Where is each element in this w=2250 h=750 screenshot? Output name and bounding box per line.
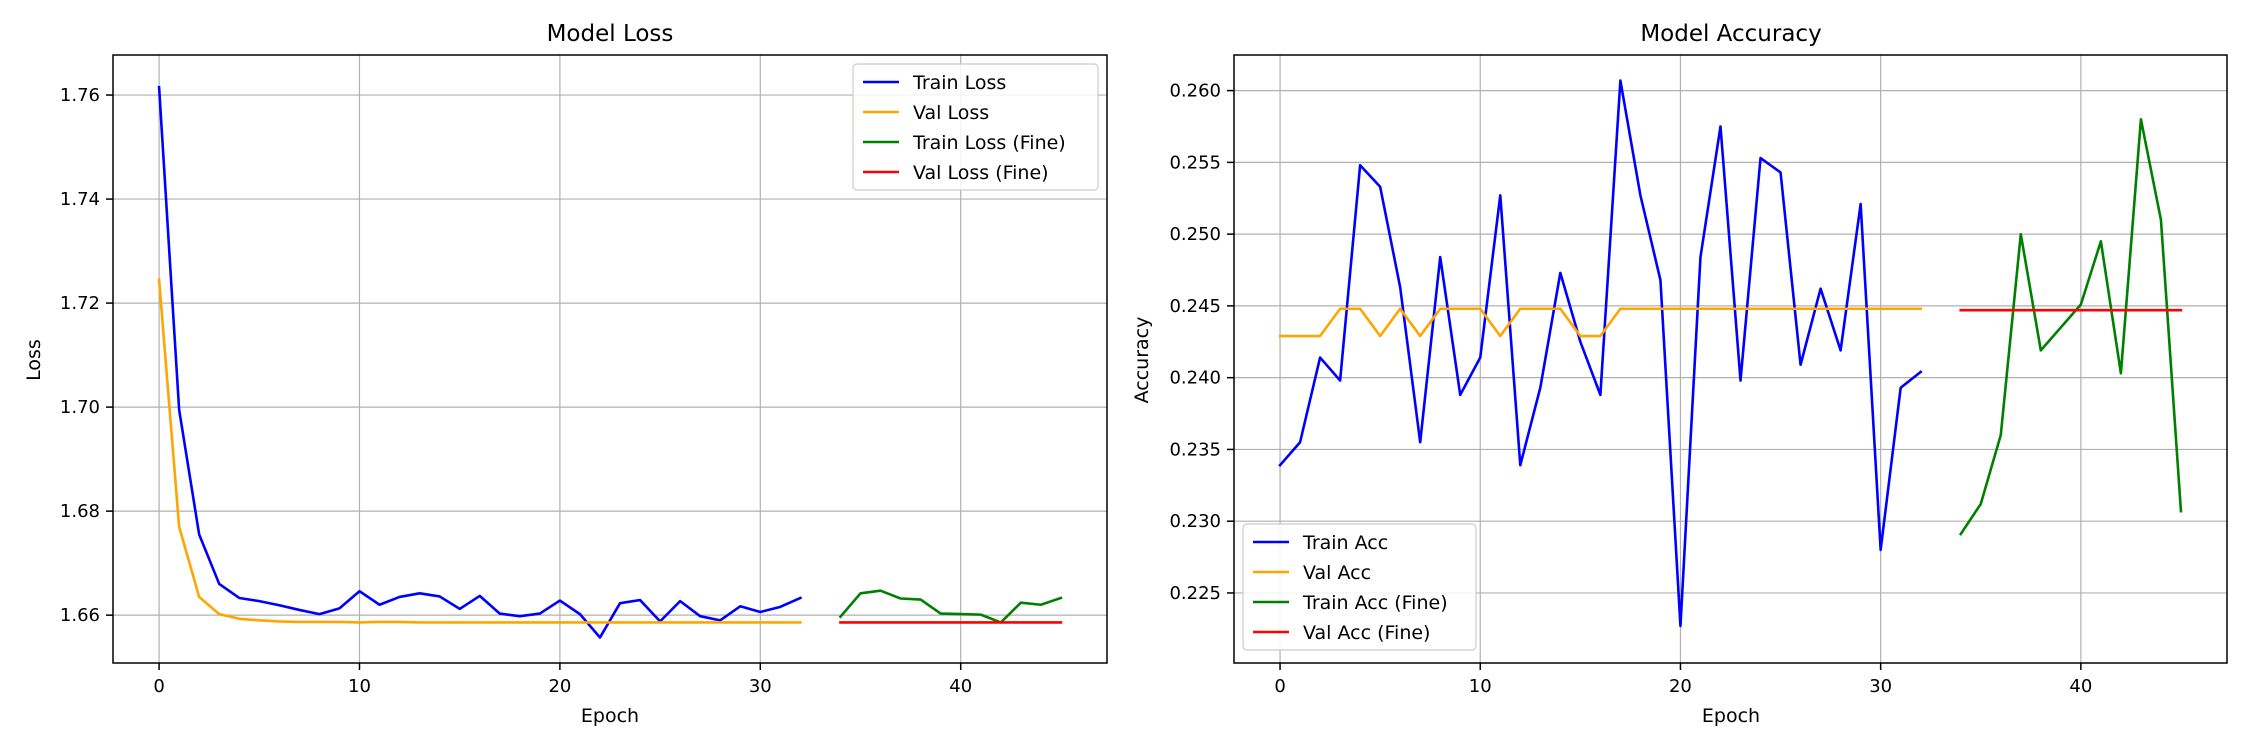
accuracy-y-tick-label-6: 0.255: [1169, 152, 1221, 173]
loss-series-line-2: [838, 589, 1063, 624]
accuracy-legend-label-1: Val Acc: [1303, 562, 1371, 584]
loss-axes-frame: [112, 54, 1108, 664]
loss-grid: [113, 55, 1107, 663]
accuracy-y-tick-label-7: 0.260: [1169, 81, 1221, 102]
accuracy-y-tick-label-2: 0.235: [1169, 439, 1221, 460]
accuracy-legend-box: [1242, 523, 1477, 651]
loss-y-tick-label-5: 1.76: [60, 85, 100, 106]
accuracy-series-line-1: [1278, 307, 1922, 338]
loss-y-tick-label-2: 1.70: [60, 397, 100, 418]
accuracy-axes-frame: [1233, 54, 2228, 664]
loss-series-line-0: [157, 85, 803, 639]
loss-y-axis-label: Loss: [23, 339, 45, 381]
accuracy-chart: Model Accuracy Epoch Accuracy 0 10 20 30 40 0…: [1131, 21, 2228, 727]
accuracy-chart-title: Model Accuracy: [1640, 21, 1821, 47]
accuracy-y-tick-label-3: 0.240: [1169, 368, 1221, 389]
loss-legend-label-0: Train Loss: [912, 72, 1006, 94]
accuracy-legend-label-3: Val Acc (Fine): [1303, 622, 1430, 644]
loss-legend-box: [852, 63, 1099, 191]
accuracy-y-tick-label-5: 0.250: [1169, 224, 1221, 245]
accuracy-x-tick-label-3: 30: [1869, 676, 1892, 697]
accuracy-x-tick-label-0: 0: [1274, 676, 1285, 697]
accuracy-x-tick-label-4: 40: [2069, 676, 2092, 697]
accuracy-legend: Train Acc Val Acc Train Acc (Fine) Val Acc …: [1242, 523, 1477, 651]
accuracy-grid: [1234, 55, 2227, 663]
loss-chart: Model Loss Epoch Loss 0 10 20 30 40 1.66 1.68 1…: [23, 21, 1108, 727]
accuracy-series-group: [1278, 79, 2183, 628]
accuracy-x-tick-label-2: 20: [1669, 676, 1692, 697]
accuracy-y-tick-label-1: 0.230: [1169, 511, 1221, 532]
loss-legend-label-1: Val Loss: [913, 102, 989, 124]
accuracy-legend-label-0: Train Acc: [1302, 532, 1388, 554]
loss-x-tick-label-2: 20: [548, 676, 571, 697]
loss-y-tick-label-4: 1.74: [60, 189, 100, 210]
accuracy-legend-label-2: Train Acc (Fine): [1302, 592, 1448, 614]
accuracy-series-line-2: [1958, 118, 2183, 536]
loss-legend-label-3: Val Loss (Fine): [913, 162, 1049, 184]
loss-chart-title: Model Loss: [547, 21, 674, 47]
loss-series-group: [157, 85, 1063, 639]
loss-legend-label-2: Train Loss (Fine): [912, 132, 1066, 154]
accuracy-y-axis-label: Accuracy: [1131, 317, 1153, 404]
loss-x-tick-label-1: 10: [348, 676, 371, 697]
loss-legend: Train Loss Val Loss Train Loss (Fine) Val L…: [852, 63, 1099, 191]
accuracy-y-tick-label-0: 0.225: [1169, 583, 1221, 604]
loss-y-tick-label-3: 1.72: [60, 293, 100, 314]
loss-y-tick-label-1: 1.68: [60, 501, 100, 522]
loss-y-tick-label-0: 1.66: [60, 605, 100, 626]
loss-x-tick-label-4: 40: [949, 676, 972, 697]
accuracy-y-tick-label-4: 0.245: [1169, 296, 1221, 317]
loss-x-axis-label: Epoch: [581, 705, 639, 727]
accuracy-x-axis-label: Epoch: [1702, 705, 1760, 727]
loss-x-tick-label-3: 30: [749, 676, 772, 697]
accuracy-series-line-0: [1278, 79, 1923, 628]
loss-series-line-1: [157, 278, 802, 624]
accuracy-x-tick-label-1: 10: [1469, 676, 1492, 697]
loss-x-tick-label-0: 0: [153, 676, 164, 697]
